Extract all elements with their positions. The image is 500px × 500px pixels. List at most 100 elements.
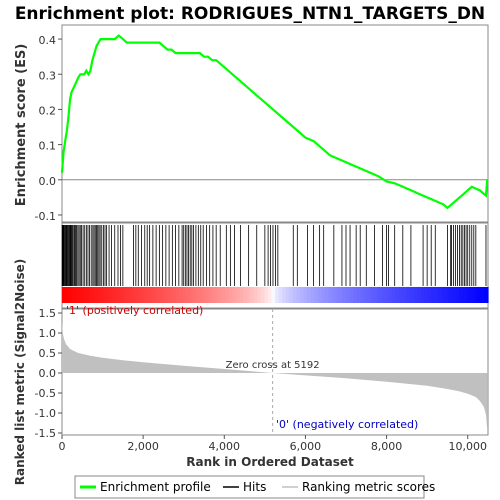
- correlation-band-segment: [470, 287, 475, 303]
- correlation-band-segment: [466, 287, 471, 303]
- axis-layer: 0 2,000 4,000 6,000 8,000 10,000: [59, 435, 487, 453]
- correlation-band-segment: [275, 287, 280, 303]
- x-tick-label: 4,000: [209, 440, 241, 453]
- correlation-band-segment: [324, 287, 329, 303]
- metric-ytick-label: -1.0: [35, 407, 56, 420]
- correlation-band-segment: [253, 287, 258, 303]
- correlation-band-segment: [196, 287, 202, 303]
- correlation-band-segment: [118, 287, 123, 303]
- x-tick-label: 2,000: [127, 440, 159, 453]
- band-layer: '1' (positively correlated) '0' (negative…: [62, 287, 489, 431]
- es-ytick-label: 0.1: [39, 140, 57, 153]
- correlation-band-segment: [445, 287, 450, 303]
- correlation-band-segment: [228, 287, 233, 303]
- x-axis-label: Rank in Ordered Dataset: [186, 455, 354, 469]
- correlation-band-segment: [417, 287, 422, 303]
- correlation-band-segment: [328, 287, 333, 303]
- correlation-band-segment: [69, 287, 74, 303]
- correlation-band-segment: [157, 287, 162, 303]
- es-ytick-label: -0.1: [35, 210, 56, 223]
- correlation-band-segment: [125, 287, 131, 303]
- correlation-band-segment: [111, 287, 116, 303]
- correlation-band-segment: [370, 287, 375, 303]
- correlation-band-segment: [420, 287, 425, 303]
- legend-label-hits: Hits: [243, 480, 266, 494]
- correlation-band-segment: [172, 287, 177, 303]
- correlation-band-segment: [299, 287, 304, 303]
- correlation-band-segment: [104, 287, 109, 303]
- correlation-band-segment: [193, 287, 198, 303]
- correlation-band-segment: [150, 287, 155, 303]
- correlation-band-segment: [438, 287, 443, 303]
- correlation-band-segment: [161, 287, 166, 303]
- correlation-band-segment: [310, 287, 315, 303]
- correlation-band-segment: [317, 287, 322, 303]
- x-tick-label: 8,000: [371, 440, 403, 453]
- correlation-band-segment: [353, 287, 358, 303]
- correlation-band-segment: [93, 287, 99, 303]
- legend-label-ranking: Ranking metric scores: [302, 480, 435, 494]
- es-ytick-label: 0.4: [39, 34, 57, 47]
- chart-title: Enrichment plot: RODRIGUES_NTN1_TARGETS_…: [15, 4, 485, 24]
- correlation-band-segment: [101, 287, 106, 303]
- correlation-band-segment: [267, 287, 273, 303]
- correlation-band-segment: [413, 287, 418, 303]
- legend-box: [74, 475, 425, 499]
- correlation-band-segment: [271, 287, 276, 303]
- correlation-band-segment: [264, 287, 269, 303]
- metric-ytick-label: -0.5: [35, 387, 56, 400]
- correlation-band-segment: [406, 287, 411, 303]
- legend: Enrichment profile Hits Ranking metric s…: [74, 475, 435, 499]
- correlation-band-segment: [250, 287, 255, 303]
- correlation-band-segment: [129, 287, 134, 303]
- correlation-band-segment: [399, 287, 404, 303]
- correlation-band-segment: [484, 287, 489, 303]
- correlation-band-segment: [79, 287, 84, 303]
- correlation-band-segment: [204, 287, 209, 303]
- correlation-band-segment: [235, 287, 241, 303]
- correlation-band-segment: [257, 287, 262, 303]
- es-profile-line: [60, 34, 489, 210]
- correlation-band-segment: [243, 287, 248, 303]
- correlation-band-segment: [211, 287, 216, 303]
- es-ylabel: Enrichment score (ES): [14, 44, 29, 207]
- correlation-band-segment: [214, 287, 219, 303]
- correlation-band-segment: [186, 287, 191, 303]
- correlation-band-segment: [154, 287, 159, 303]
- correlation-band-segment: [90, 287, 95, 303]
- correlation-band-segment: [452, 287, 457, 303]
- correlation-band-segment: [477, 287, 482, 303]
- correlation-band-segment: [381, 287, 386, 303]
- ranking-metric-area: [62, 321, 488, 429]
- correlation-band-segment: [62, 287, 67, 303]
- correlation-band-segment: [86, 287, 91, 303]
- x-tick-label: 10,000: [448, 440, 487, 453]
- correlation-band-segment: [367, 287, 372, 303]
- correlation-band-segment: [83, 287, 88, 303]
- correlation-band-segment: [168, 287, 173, 303]
- correlation-band-segment: [232, 287, 237, 303]
- legend-label-enrichment: Enrichment profile: [100, 480, 211, 494]
- correlation-band-segment: [189, 287, 194, 303]
- correlation-band-segment: [140, 287, 145, 303]
- correlation-band-segment: [392, 287, 397, 303]
- correlation-band-segment: [221, 287, 226, 303]
- correlation-band-segment: [76, 287, 81, 303]
- correlation-band-segment: [285, 287, 290, 303]
- metric-ytick-label: 0.0: [39, 367, 57, 380]
- band-label-negative: '0' (negatively correlated): [276, 418, 418, 431]
- metric-ytick-label: 1.5: [39, 307, 57, 320]
- correlation-band-segment: [182, 287, 187, 303]
- correlation-band-segment: [278, 287, 283, 303]
- correlation-band-segment: [456, 287, 461, 303]
- correlation-band-segment: [480, 287, 486, 303]
- metric-ytick-label: -1.5: [35, 427, 56, 440]
- correlation-band-segment: [363, 287, 368, 303]
- hits-layer: [61, 225, 487, 286]
- correlation-band-segment: [306, 287, 312, 303]
- correlation-band-segment: [289, 287, 294, 303]
- correlation-band-segment: [424, 287, 429, 303]
- metric-ytick-label: 0.5: [39, 347, 57, 360]
